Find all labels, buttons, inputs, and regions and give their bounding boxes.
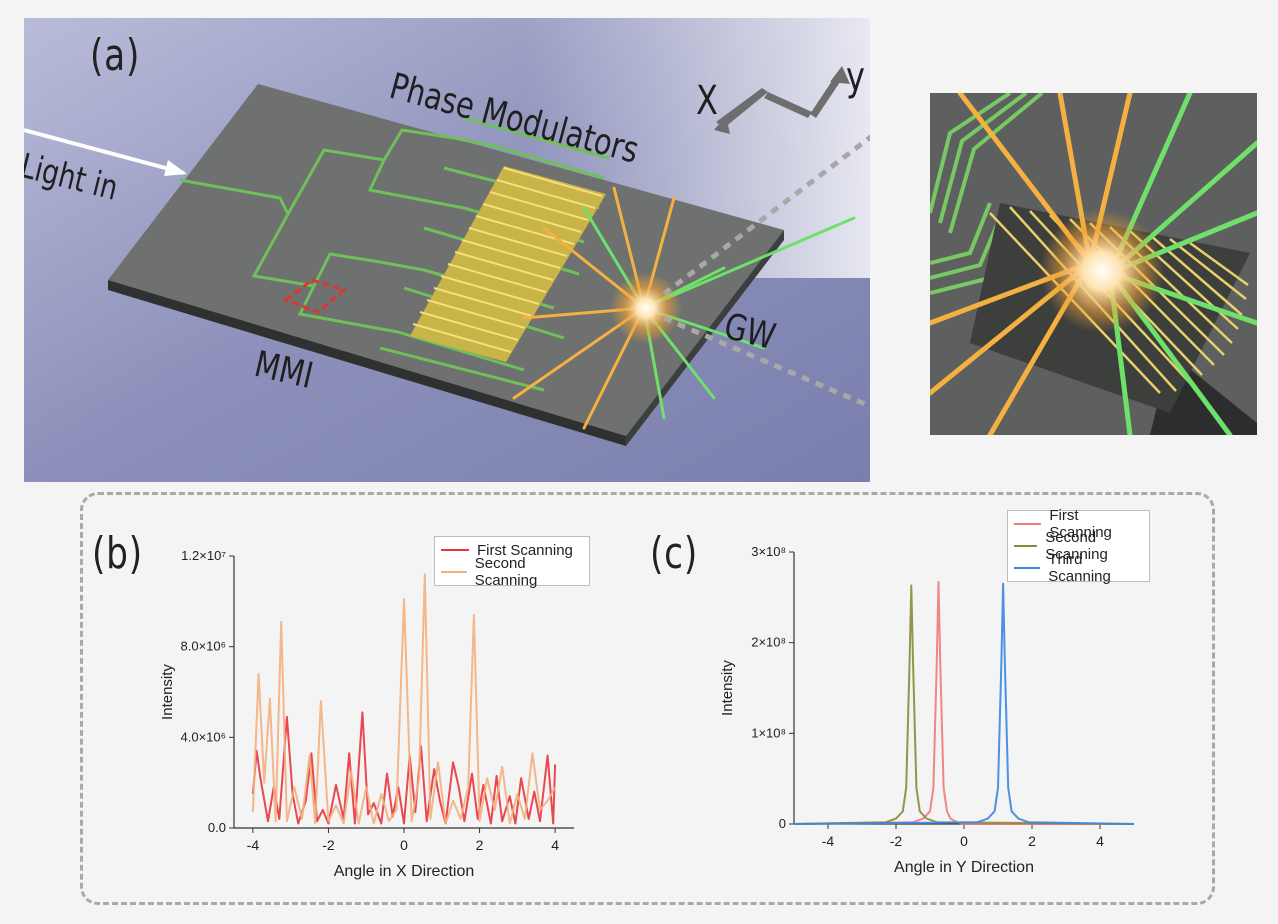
x-tick-label: 2: [476, 837, 484, 853]
chip-illustration-panel: (a) Light in Phase Modulators MMI GW X y: [24, 18, 870, 482]
grating-zoom-inset: [930, 93, 1257, 435]
chart-b: -4 -2 0 2 4 0.0 4.0×10⁶ 8.0×10⁶ 1.2×10⁷ Angle in …: [150, 536, 590, 880]
legend-swatch: [1014, 523, 1042, 525]
x-tick-label: 4: [1096, 833, 1104, 849]
light-in-arrow: [24, 128, 185, 175]
chart-c: -4 -2 0 2 4 0 1×10⁸ 2×10⁸ 3×10⁸ Angle in Y Direct…: [710, 507, 1150, 880]
y-axis-title: Intensity: [719, 660, 736, 716]
chart-b-legend: First Scanning Second Scanning: [434, 536, 590, 589]
chart-c-plot: -4 -2 0 2 4 0 1×10⁸ 2×10⁸ 3×10⁸ Angle in Y Direct…: [719, 544, 1135, 876]
x-tick-label: -2: [890, 833, 903, 849]
legend-swatch: [1014, 567, 1041, 569]
x-tick-label: 0: [400, 837, 408, 853]
y-tick-label: 2×10⁸: [751, 635, 786, 650]
y-tick-label: 0: [779, 816, 786, 831]
axis-arrows: [714, 66, 850, 134]
legend-label: First Scanning: [477, 541, 573, 559]
series-line-2: [251, 573, 556, 825]
chip-illustration: [24, 18, 870, 482]
x-tick-label: 2: [1028, 833, 1036, 849]
phase-modulator-array: [410, 166, 606, 362]
legend-swatch: [441, 549, 469, 551]
zoom-connector-lines: [662, 134, 870, 410]
axis-y-label: y: [846, 54, 865, 100]
panel-b-label: (b): [92, 528, 143, 579]
legend-item: First Scanning: [441, 539, 583, 561]
legend-label: First Scanning: [1049, 507, 1112, 541]
chart-b-plot: -4 -2 0 2 4 0.0 4.0×10⁶ 8.0×10⁶ 1.2×10⁷ Angle in …: [159, 548, 574, 880]
legend-label: Third Scanning: [1048, 551, 1111, 585]
legend-item: Second Scanning: [1014, 529, 1143, 563]
x-axis-title: Angle in X Direction: [334, 863, 475, 880]
y-tick-label: 8.0×10⁶: [181, 639, 226, 654]
legend-swatch: [1014, 545, 1038, 547]
y-tick-label: 4.0×10⁶: [181, 729, 226, 744]
x-axis-title: Angle in Y Direction: [894, 859, 1034, 876]
y-tick-label: 1.2×10⁷: [181, 548, 226, 563]
x-tick-label: -4: [822, 833, 835, 849]
x-tick-label: -2: [322, 837, 335, 853]
grating-zoom-illustration: [930, 93, 1257, 435]
panel-a-label: (a): [90, 30, 141, 81]
axis-x-label: X: [696, 78, 718, 124]
x-tick-label: 4: [551, 837, 559, 853]
light-in-arrowhead: [164, 160, 187, 176]
y-axis-title: Intensity: [159, 664, 176, 720]
mmi-highlight-box: [282, 278, 348, 314]
legend-swatch: [441, 571, 467, 573]
zoom-glow: [1040, 209, 1164, 333]
chip-front-edge: [108, 280, 626, 446]
y-tick-label: 0.0: [208, 820, 226, 835]
y-tick-label: 3×10⁸: [751, 544, 786, 559]
emission-glow: [610, 272, 682, 344]
legend-item: Second Scanning: [441, 555, 583, 589]
series-line-3: [793, 582, 1135, 825]
chart-c-legend: First Scanning Second Scanning Third Sca…: [1007, 507, 1150, 585]
legend-label: Second Scanning: [474, 555, 538, 589]
legend-label: Second Scanning: [1045, 529, 1108, 563]
x-tick-label: 0: [960, 833, 968, 849]
series-line-2: [793, 584, 1135, 825]
x-tick-label: -4: [247, 837, 260, 853]
legend-item: Third Scanning: [1014, 551, 1143, 585]
chip-top-surface: [108, 84, 784, 436]
charts-dashed-frame: [80, 492, 1215, 905]
y-tick-label: 1×10⁸: [751, 725, 786, 740]
legend-item: First Scanning: [1014, 507, 1143, 541]
series-line-1: [793, 580, 1134, 825]
panel-c-label: (c): [650, 528, 698, 579]
